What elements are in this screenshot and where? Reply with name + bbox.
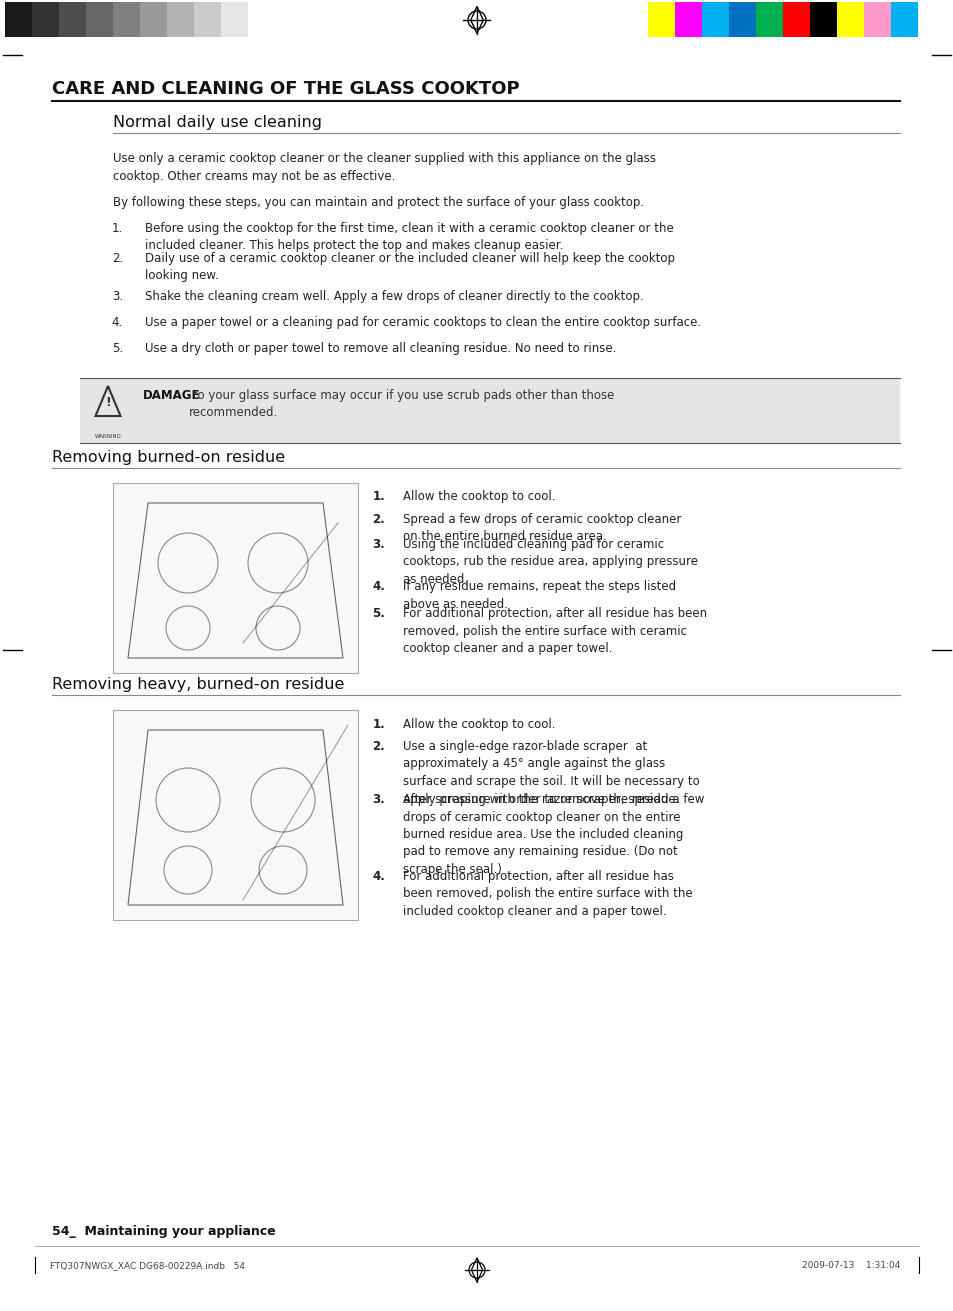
Text: 2.: 2. (112, 252, 123, 265)
Bar (80, 378, 899, 443)
Bar (140, 3, 167, 37)
Bar (221, 3, 248, 37)
Text: Use a paper towel or a cleaning pad for ceramic cooktops to clean the entire coo: Use a paper towel or a cleaning pad for … (145, 316, 700, 329)
Text: For additional protection, after all residue has
been removed, polish the entire: For additional protection, after all res… (402, 871, 692, 918)
Text: Using the included cleaning pad for ceramic
cooktops, rub the residue area, appl: Using the included cleaning pad for cera… (402, 538, 698, 586)
Text: Allow the cooktop to cool.: Allow the cooktop to cool. (402, 718, 555, 732)
Text: By following these steps, you can maintain and protect the surface of your glass: By following these steps, you can mainta… (112, 197, 643, 208)
Text: 4.: 4. (372, 579, 385, 593)
Text: FTQ307NWGX_XAC DG68-00229A.indb   54: FTQ307NWGX_XAC DG68-00229A.indb 54 (50, 1261, 245, 1270)
Bar (112, 711, 357, 920)
Text: 1.: 1. (372, 490, 385, 503)
Text: Allow the cooktop to cool.: Allow the cooktop to cool. (402, 490, 555, 503)
Bar (809, 3, 836, 37)
Text: 3.: 3. (112, 290, 123, 303)
Text: Shake the cleaning cream well. Apply a few drops of cleaner directly to the cook: Shake the cleaning cream well. Apply a f… (145, 290, 643, 303)
Bar (863, 3, 890, 37)
Text: WARNING: WARNING (94, 434, 121, 439)
Text: 4.: 4. (372, 871, 385, 884)
Bar (5, 3, 32, 37)
Bar (59, 3, 86, 37)
Text: CARE AND CLEANING OF THE GLASS COOKTOP: CARE AND CLEANING OF THE GLASS COOKTOP (52, 80, 519, 98)
Bar (248, 3, 274, 37)
Text: 4.: 4. (112, 316, 123, 329)
Text: Daily use of a ceramic cooktop cleaner or the included cleaner will help keep th: Daily use of a ceramic cooktop cleaner o… (145, 252, 675, 282)
Bar (675, 3, 701, 37)
Text: Use only a ceramic cooktop cleaner or the cleaner supplied with this appliance o: Use only a ceramic cooktop cleaner or th… (112, 152, 656, 184)
Text: 1.: 1. (372, 718, 385, 732)
Bar (782, 3, 809, 37)
Text: Use a single-edge razor-blade scraper  at
approximately a 45° angle against the : Use a single-edge razor-blade scraper at… (402, 739, 699, 805)
Bar (755, 3, 782, 37)
Bar (890, 3, 917, 37)
Text: 1.: 1. (112, 222, 123, 235)
Bar (32, 3, 59, 37)
Bar (112, 482, 357, 673)
Text: 2.: 2. (372, 739, 385, 753)
Text: Normal daily use cleaning: Normal daily use cleaning (112, 115, 322, 130)
Text: Removing heavy, burned-on residue: Removing heavy, burned-on residue (52, 676, 344, 692)
Text: 54_  Maintaining your appliance: 54_ Maintaining your appliance (52, 1224, 275, 1238)
Text: If any residue remains, repeat the steps listed
above as needed.: If any residue remains, repeat the steps… (402, 579, 676, 611)
Bar (728, 3, 755, 37)
Text: After scraping with the razor scraper, spread a few
drops of ceramic cooktop cle: After scraping with the razor scraper, s… (402, 793, 703, 876)
Text: For additional protection, after all residue has been
removed, polish the entire: For additional protection, after all res… (402, 607, 706, 656)
Text: 3.: 3. (372, 793, 385, 806)
Bar (167, 3, 193, 37)
Text: 5.: 5. (112, 342, 123, 355)
Text: to your glass surface may occur if you use scrub pads other than those
recommend: to your glass surface may occur if you u… (189, 389, 614, 420)
Bar (193, 3, 221, 37)
Text: !: ! (105, 396, 111, 409)
Bar (112, 3, 140, 37)
Text: Removing burned-on residue: Removing burned-on residue (52, 450, 285, 465)
Bar (701, 3, 728, 37)
Text: 2.: 2. (372, 513, 385, 526)
Text: Spread a few drops of ceramic cooktop cleaner
on the entire burned residue area.: Spread a few drops of ceramic cooktop cl… (402, 513, 680, 544)
Bar (86, 3, 112, 37)
Bar (647, 3, 675, 37)
Text: 2009-07-13    1:31:04: 2009-07-13 1:31:04 (801, 1261, 899, 1270)
Text: 3.: 3. (372, 538, 385, 551)
Text: 5.: 5. (372, 607, 385, 620)
Text: Use a dry cloth or paper towel to remove all cleaning residue. No need to rinse.: Use a dry cloth or paper towel to remove… (145, 342, 616, 355)
Text: DAMAGE: DAMAGE (143, 389, 200, 402)
Text: Before using the cooktop for the first time, clean it with a ceramic cooktop cle: Before using the cooktop for the first t… (145, 222, 673, 253)
Bar (836, 3, 863, 37)
